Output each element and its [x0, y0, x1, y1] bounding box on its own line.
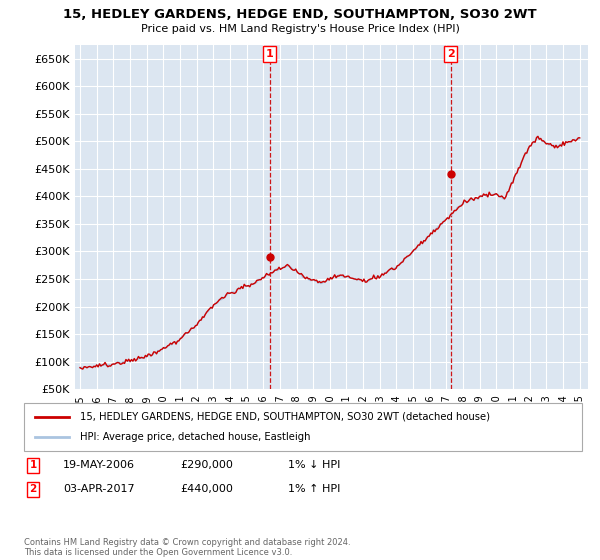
Text: 19-MAY-2006: 19-MAY-2006	[63, 460, 135, 470]
Text: 2: 2	[29, 484, 37, 494]
FancyBboxPatch shape	[24, 403, 582, 451]
Text: Contains HM Land Registry data © Crown copyright and database right 2024.
This d: Contains HM Land Registry data © Crown c…	[24, 538, 350, 557]
Text: 2: 2	[447, 49, 454, 59]
Text: £290,000: £290,000	[180, 460, 233, 470]
Text: Price paid vs. HM Land Registry's House Price Index (HPI): Price paid vs. HM Land Registry's House …	[140, 24, 460, 34]
Text: 15, HEDLEY GARDENS, HEDGE END, SOUTHAMPTON, SO30 2WT: 15, HEDLEY GARDENS, HEDGE END, SOUTHAMPT…	[63, 8, 537, 21]
Text: 1% ↑ HPI: 1% ↑ HPI	[288, 484, 340, 494]
Text: 1: 1	[29, 460, 37, 470]
Text: HPI: Average price, detached house, Eastleigh: HPI: Average price, detached house, East…	[80, 432, 310, 442]
Text: £440,000: £440,000	[180, 484, 233, 494]
Text: 03-APR-2017: 03-APR-2017	[63, 484, 134, 494]
Text: 15, HEDLEY GARDENS, HEDGE END, SOUTHAMPTON, SO30 2WT (detached house): 15, HEDLEY GARDENS, HEDGE END, SOUTHAMPT…	[80, 412, 490, 422]
Text: 1: 1	[266, 49, 274, 59]
Text: 1% ↓ HPI: 1% ↓ HPI	[288, 460, 340, 470]
